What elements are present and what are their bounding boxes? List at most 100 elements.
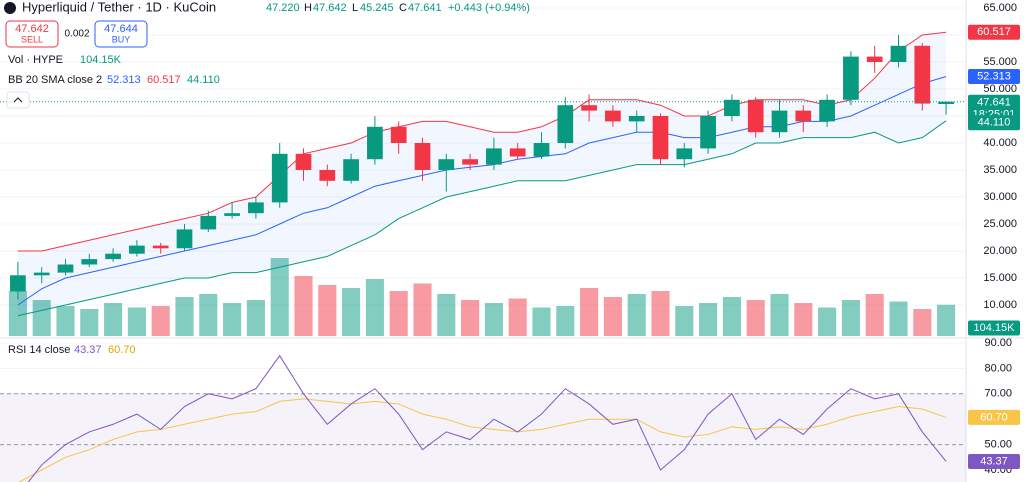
symbol-icon — [4, 2, 16, 14]
y-tick-label: 15.000 — [983, 272, 1017, 284]
candle-body — [319, 170, 336, 181]
candle-body — [486, 148, 502, 165]
chart-title: Hyperliquid / Tether · 1D · KuCoin — [22, 0, 216, 14]
buy-label: BUY — [112, 34, 131, 44]
badge-volume-bg — [968, 320, 1020, 336]
volume-bar — [199, 294, 218, 336]
candle-body — [700, 116, 716, 149]
candle-body — [557, 105, 574, 143]
candle-body — [129, 245, 145, 254]
volume-legend-value: 104.15K — [80, 54, 122, 66]
ohlc-close: 47.641 — [408, 2, 442, 14]
volume-bar — [175, 297, 194, 336]
candle-body — [33, 272, 50, 276]
volume-bar — [841, 300, 860, 336]
candle-body — [747, 99, 764, 133]
badge-volume: 104.15K — [974, 322, 1016, 334]
rsi-legend-label: RSI 14 close — [8, 344, 70, 356]
candle-body — [795, 110, 812, 122]
candle-body — [843, 56, 859, 100]
candle-body — [390, 126, 407, 143]
volume-bar — [223, 303, 242, 336]
volume-bar — [580, 288, 599, 336]
rsi-tick-label: 70.00 — [984, 388, 1012, 400]
bb-mid — [17, 76, 947, 306]
volume-bar — [746, 300, 765, 336]
buy-price: 47.644 — [104, 23, 138, 35]
buy-button[interactable] — [94, 20, 148, 48]
volume-bar — [294, 276, 313, 336]
badge-bb-upper: 60.517 — [977, 26, 1011, 38]
badge-rsi-bg — [968, 453, 1020, 469]
title-bg — [0, 0, 262, 16]
volume-bar — [532, 307, 551, 336]
volume-bar — [913, 309, 932, 336]
candle-body — [938, 101, 954, 105]
ohlc-high: 47.642 — [313, 2, 347, 14]
candle-body — [581, 105, 597, 111]
badge-bb-mid-bg — [968, 69, 1020, 85]
candle-body — [628, 116, 645, 122]
volume-legend-label: Vol · HYPE — [8, 54, 63, 66]
candle-body — [771, 110, 788, 133]
rsi-legend-ma: 60.70 — [108, 344, 136, 356]
rsi-line — [27, 354, 947, 482]
ohlc-open: 47.220 — [266, 2, 300, 14]
rsi-ma-line — [18, 398, 947, 482]
badge-rsi: 43.37 — [980, 455, 1008, 467]
candle-body — [724, 99, 740, 116]
y-tick-label: 35.000 — [983, 164, 1017, 176]
candle-body — [367, 126, 383, 160]
volume-bar — [651, 291, 670, 336]
bb-legend-lower: 44.110 — [187, 74, 220, 86]
candle-body — [866, 56, 883, 62]
candle-body — [652, 116, 669, 160]
bb-fill — [17, 32, 947, 316]
ohlc-change: +0.443 (+0.94%) — [448, 2, 530, 14]
candle-body — [81, 259, 98, 265]
y-tick-label: 50.000 — [983, 83, 1017, 95]
candle-body — [343, 159, 359, 181]
candle-body — [200, 215, 217, 230]
y-tick-label: 25.000 — [983, 218, 1017, 230]
candle-body — [105, 253, 121, 260]
candle-body — [819, 99, 835, 122]
sell-button[interactable] — [5, 20, 59, 48]
sell-label: SELL — [21, 34, 43, 44]
ohlc-low: 45.245 — [360, 2, 394, 14]
candle-body — [224, 213, 240, 216]
bb-legend-upper: 60.517 — [147, 74, 181, 86]
volume-bar — [104, 303, 123, 336]
rsi-tick-label: 50.00 — [984, 439, 1012, 451]
candle-body — [438, 159, 455, 170]
volume-bar — [699, 303, 718, 336]
y-tick-label: 40.000 — [983, 137, 1017, 149]
badge-bb-lower-bg — [968, 115, 1020, 131]
y-tick-label: 10.000 — [983, 299, 1017, 311]
candle-body — [176, 229, 193, 249]
bb-legend-label: BB 20 SMA close 2 — [8, 74, 102, 86]
badge-rsi-ma-bg — [968, 409, 1020, 425]
volume-bar — [937, 304, 956, 336]
price-axis: 65.00060.00055.00050.00045.00040.00035.0… — [968, 2, 1020, 476]
volume-bar — [627, 294, 646, 336]
badge-bb-mid: 52.313 — [977, 70, 1011, 82]
candle-body — [295, 153, 312, 170]
rsi-tick-label: 80.00 — [984, 362, 1012, 374]
volume-bar — [461, 300, 480, 336]
volume-bar — [484, 303, 503, 336]
ohlc-h-label: H — [304, 2, 312, 14]
rsi-tick-label: 90.00 — [984, 337, 1012, 349]
volume-bar — [246, 300, 265, 336]
candle-body — [152, 245, 169, 249]
volume-bar — [151, 306, 170, 336]
volume-bar — [80, 309, 99, 336]
y-tick-label: 30.000 — [983, 191, 1017, 203]
ohlc-c-label: C — [399, 2, 407, 14]
volume-bar — [818, 307, 837, 336]
candle-body — [676, 148, 693, 160]
volume-bar — [675, 306, 694, 336]
volume-bar — [389, 291, 408, 336]
collapse-button[interactable] — [6, 91, 30, 109]
